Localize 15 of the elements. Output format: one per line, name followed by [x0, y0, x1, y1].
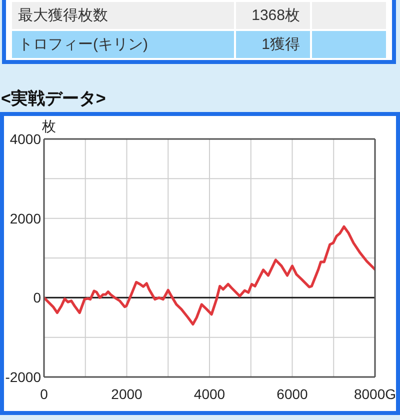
text: 1368枚 [236, 2, 310, 29]
y-tick-label: 4000 [10, 130, 42, 147]
x-tick-label: 6000 [276, 386, 308, 402]
y-tick-label: 0 [33, 290, 42, 306]
y-tick-label: 2000 [10, 210, 42, 226]
x-tick-label: 2000 [111, 386, 143, 402]
text: トロフィー(キリン) [12, 31, 234, 58]
x-tick-label: 4000 [194, 386, 226, 402]
text: 1獲得 [236, 31, 310, 58]
y-axis-title: 枚 [42, 118, 56, 134]
x-tick-label: 8000G [354, 386, 396, 402]
line-series [44, 225, 375, 326]
y-tick-label: -2000 [5, 368, 42, 385]
text: 最大獲得枚数 [12, 2, 234, 29]
chart-title: <実戦データ> [1, 88, 106, 110]
